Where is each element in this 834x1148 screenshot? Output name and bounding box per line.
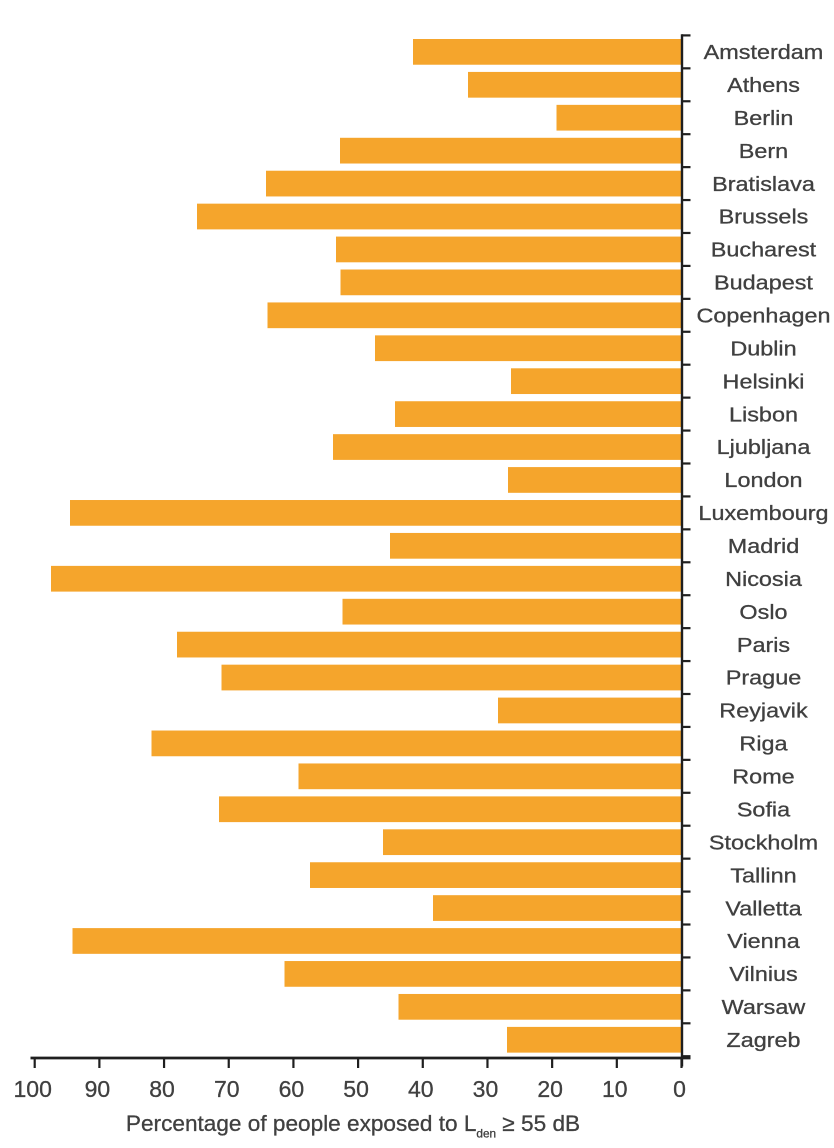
svg-text:90: 90 bbox=[85, 1076, 111, 1102]
svg-text:Amsterdam: Amsterdam bbox=[704, 42, 824, 64]
svg-text:Lisbon: Lisbon bbox=[729, 404, 798, 426]
svg-text:Vilnius: Vilnius bbox=[729, 964, 798, 986]
svg-text:30: 30 bbox=[473, 1076, 499, 1102]
svg-text:60: 60 bbox=[279, 1076, 305, 1102]
svg-text:Tallinn: Tallinn bbox=[730, 865, 796, 887]
svg-text:Bucharest: Bucharest bbox=[711, 240, 817, 262]
svg-text:Bern: Bern bbox=[739, 141, 788, 163]
svg-text:London: London bbox=[724, 470, 802, 492]
svg-text:70: 70 bbox=[214, 1076, 240, 1102]
svg-text:Budapest: Budapest bbox=[714, 273, 813, 295]
svg-text:Reyjavik: Reyjavik bbox=[719, 701, 808, 723]
svg-text:Zagreb: Zagreb bbox=[726, 1030, 800, 1052]
svg-text:Luxembourg: Luxembourg bbox=[698, 503, 828, 525]
svg-text:Stockholm: Stockholm bbox=[709, 832, 818, 854]
svg-text:Oslo: Oslo bbox=[739, 602, 787, 624]
svg-text:Berlin: Berlin bbox=[734, 108, 794, 130]
svg-text:80: 80 bbox=[149, 1076, 175, 1102]
svg-text:Brussels: Brussels bbox=[719, 207, 809, 229]
svg-text:Bratislava: Bratislava bbox=[712, 174, 815, 196]
svg-text:50: 50 bbox=[343, 1076, 369, 1102]
svg-text:0: 0 bbox=[673, 1076, 686, 1102]
svg-text:Valletta: Valletta bbox=[725, 898, 802, 920]
svg-text:Helsinki: Helsinki bbox=[723, 371, 805, 393]
svg-text:Rome: Rome bbox=[732, 767, 794, 789]
svg-text:Sofia: Sofia bbox=[737, 799, 791, 821]
svg-text:Ljubljana: Ljubljana bbox=[717, 437, 811, 459]
svg-text:Warsaw: Warsaw bbox=[722, 997, 806, 1019]
svg-text:Copenhagen: Copenhagen bbox=[697, 306, 831, 328]
svg-text:Vienna: Vienna bbox=[727, 931, 800, 953]
svg-text:Percentage of people exposed t: Percentage of people exposed to Lden ≥ 5… bbox=[126, 1111, 580, 1141]
svg-text:20: 20 bbox=[537, 1076, 563, 1102]
svg-text:Dublin: Dublin bbox=[730, 338, 796, 360]
svg-text:40: 40 bbox=[408, 1076, 434, 1102]
svg-text:Athens: Athens bbox=[727, 75, 800, 97]
svg-text:100: 100 bbox=[14, 1076, 52, 1102]
svg-text:Madrid: Madrid bbox=[728, 536, 800, 558]
svg-text:Prague: Prague bbox=[726, 668, 802, 690]
svg-text:10: 10 bbox=[602, 1076, 628, 1102]
svg-text:Nicosia: Nicosia bbox=[725, 569, 802, 591]
svg-text:Riga: Riga bbox=[739, 734, 788, 756]
svg-text:Paris: Paris bbox=[737, 635, 790, 657]
